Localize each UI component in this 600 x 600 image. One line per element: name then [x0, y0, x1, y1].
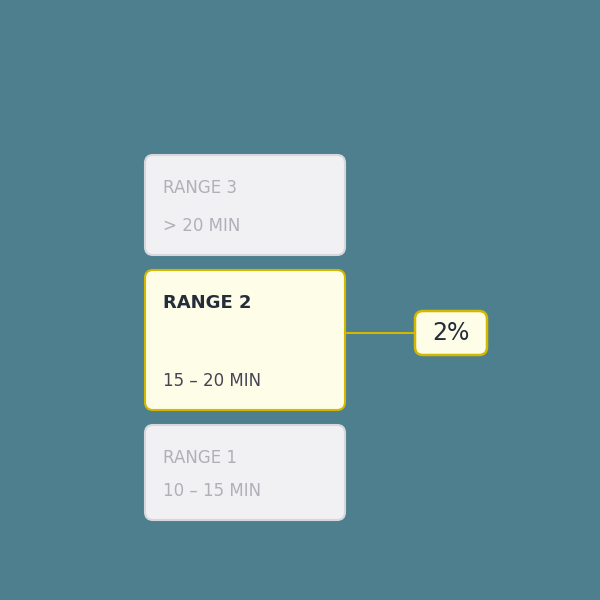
FancyBboxPatch shape — [145, 425, 345, 520]
Text: RANGE 3: RANGE 3 — [163, 179, 237, 197]
Text: 10 – 15 MIN: 10 – 15 MIN — [163, 482, 261, 500]
FancyBboxPatch shape — [415, 311, 487, 355]
Text: 15 – 20 MIN: 15 – 20 MIN — [163, 372, 261, 390]
Text: RANGE 2: RANGE 2 — [163, 294, 251, 312]
FancyBboxPatch shape — [145, 270, 345, 410]
Text: RANGE 1: RANGE 1 — [163, 449, 237, 467]
FancyBboxPatch shape — [145, 155, 345, 255]
Text: 2%: 2% — [433, 321, 470, 345]
Text: > 20 MIN: > 20 MIN — [163, 217, 241, 235]
